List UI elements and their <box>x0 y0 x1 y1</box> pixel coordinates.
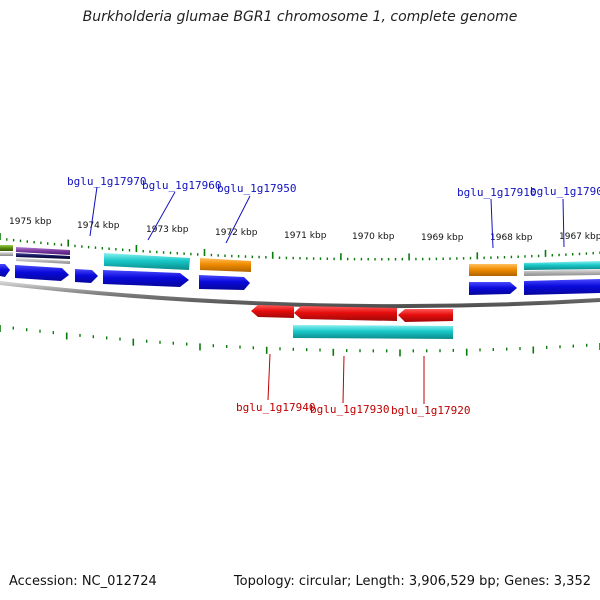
orange-feature-1[interactable] <box>200 258 251 272</box>
genome-stats-text: Topology: circular; Length: 3,906,529 bp… <box>233 574 591 589</box>
callout-bglu_1g17900 <box>562 198 565 248</box>
olive-feature[interactable] <box>0 245 13 251</box>
callout-bglu_1g17960 <box>147 191 176 241</box>
kbp-label-1972: 1972 kbp <box>215 228 258 238</box>
gene-label-bglu_1g17940[interactable]: bglu_1g17940 <box>236 401 315 414</box>
gene-arrow-bglu_1g17930[interactable] <box>294 306 397 321</box>
gene-label-bglu_1g17950[interactable]: bglu_1g17950 <box>217 182 296 195</box>
outer-tick-ring <box>0 233 600 261</box>
kbp-label-1975: 1975 kbp <box>9 217 52 227</box>
genome-backbone <box>0 281 600 309</box>
kbp-label-1971: 1971 kbp <box>284 231 327 241</box>
cyan-feature-inner[interactable] <box>293 325 453 339</box>
gene-labels: bglu_1g17970 bglu_1g17960 bglu_1g17950 b… <box>67 175 600 417</box>
callout-bglu_1g17910 <box>490 198 494 249</box>
gene-arrow-fwd-3[interactable] <box>75 269 98 283</box>
gene-label-bglu_1g17960[interactable]: bglu_1g17960 <box>142 179 221 192</box>
kbp-label-1967: 1967 kbp <box>559 232 600 242</box>
reverse-gene-row <box>251 305 453 322</box>
gene-label-bglu_1g17900[interactable]: bglu_1g17900 <box>530 185 600 198</box>
inner-tick-ring <box>0 325 600 357</box>
callout-bglu_1g17930 <box>342 355 345 404</box>
orange-feature-2[interactable] <box>469 264 517 276</box>
callout-bglu_1g17950 <box>225 195 251 244</box>
kbp-label-1970: 1970 kbp <box>352 232 395 242</box>
gene-label-bglu_1g17920[interactable]: bglu_1g17920 <box>391 404 470 417</box>
kbp-label-1974: 1974 kbp <box>77 221 120 231</box>
kbp-scale: 1975 kbp 1974 kbp 1973 kbp 1972 kbp 1971… <box>9 217 600 243</box>
navy-feature[interactable] <box>16 253 70 259</box>
gene-arrow-fwd-2[interactable] <box>15 265 69 281</box>
outer-feature-row <box>0 245 600 276</box>
gene-arrow-bglu_1g17900[interactable] <box>524 279 600 295</box>
gene-arrow-bglu_1g17960[interactable] <box>103 270 189 287</box>
gene-label-bglu_1g17910[interactable]: bglu_1g17910 <box>457 186 536 199</box>
forward-gene-row <box>0 264 600 295</box>
gene-arrow-fwd-1[interactable] <box>0 264 10 277</box>
map-title: Burkholderia glumae BGR1 chromosome 1, c… <box>82 9 518 25</box>
gene-arrow-bglu_1g17920[interactable] <box>398 309 453 322</box>
kbp-label-1969: 1969 kbp <box>421 233 464 243</box>
gray-feature-a[interactable] <box>16 258 70 264</box>
gray-feature-left[interactable] <box>0 252 13 256</box>
gene-arrow-bglu_1g17910[interactable] <box>469 282 517 295</box>
callout-lines <box>89 186 565 404</box>
purple-feature[interactable] <box>16 247 70 255</box>
callout-bglu_1g17970 <box>89 186 98 237</box>
gene-label-bglu_1g17970[interactable]: bglu_1g17970 <box>67 175 146 188</box>
cyan-feature-1[interactable] <box>104 253 190 270</box>
cyan-feature-2[interactable] <box>524 261 600 270</box>
kbp-label-1968: 1968 kbp <box>490 233 533 243</box>
callout-bglu_1g17940 <box>267 353 271 401</box>
gene-arrow-bglu_1g17950[interactable] <box>199 275 250 290</box>
gray-feature-b[interactable] <box>524 269 600 276</box>
gene-label-bglu_1g17930[interactable]: bglu_1g17930 <box>310 403 389 416</box>
gene-arrow-bglu_1g17940[interactable] <box>251 305 294 318</box>
kbp-label-1973: 1973 kbp <box>146 225 189 235</box>
accession-text: Accession: NC_012724 <box>9 574 157 589</box>
